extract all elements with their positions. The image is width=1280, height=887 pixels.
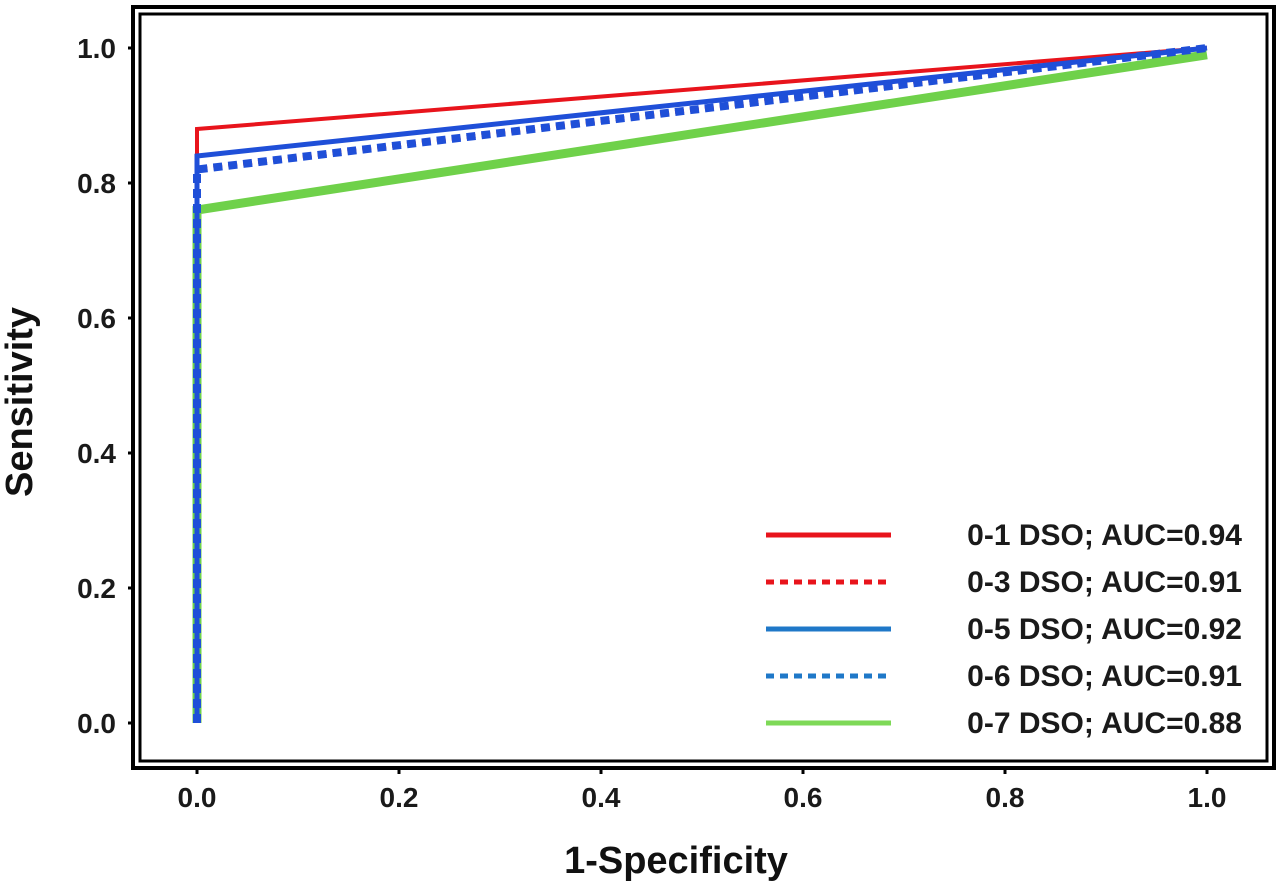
legend-label: 0-6 DSO; AUC=0.91 [967,660,1242,693]
y-tick-label: 1.0 [77,33,116,64]
legend-label: 0-5 DSO; AUC=0.92 [967,613,1242,646]
plot-frame-inner [138,12,1269,763]
x-tick-label: 0.0 [178,782,217,813]
x-tick-label: 0.6 [784,782,823,813]
y-tick-label: 0.8 [77,168,116,199]
x-tick-label: 1.0 [1188,782,1227,813]
x-tick-label: 0.4 [582,782,621,813]
legend-label: 0-1 DSO; AUC=0.94 [967,519,1242,552]
x-axis-ticks: 0.0 0.2 0.4 0.6 0.8 1.0 [178,766,1227,813]
y-tick-label: 0.6 [77,303,116,334]
y-axis-ticks: 0.0 0.2 0.4 0.6 0.8 1.0 [77,33,135,739]
x-axis-title: 1-Specificity [564,840,788,882]
series-line-0-6-dso [193,44,1208,723]
legend: 0-1 DSO; AUC=0.94 0-3 DSO; AUC=0.91 0-5 DS… [766,519,1242,740]
x-tick-label: 0.2 [380,782,419,813]
legend-label: 0-7 DSO; AUC=0.88 [967,707,1242,740]
y-axis-title: Sensitivity [0,307,41,497]
plot-frame-outer [131,5,1276,770]
series-layer [192,44,1208,723]
y-tick-label: 0.2 [77,573,116,604]
y-tick-label: 0.0 [77,708,116,739]
legend-label: 0-3 DSO; AUC=0.91 [967,566,1242,599]
x-tick-label: 0.8 [986,782,1025,813]
y-tick-label: 0.4 [77,438,116,469]
